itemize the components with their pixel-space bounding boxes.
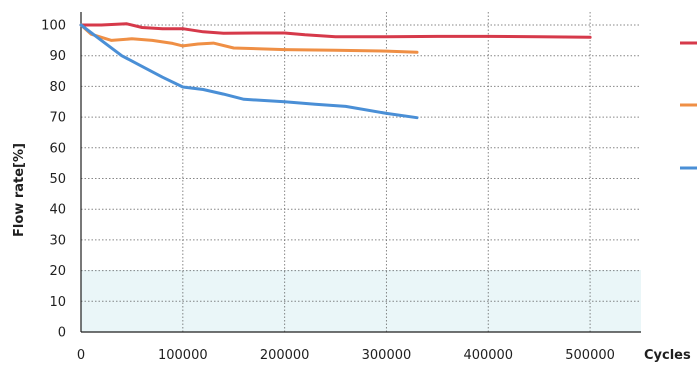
- x-tick-label: 100000: [158, 348, 208, 363]
- y-tick-label: 40: [49, 203, 66, 218]
- x-tick-label: 0: [77, 348, 85, 363]
- series-line-1: [79, 22, 592, 39]
- tick-labels: 0 10 20 30 40 50 60 70 80 90 100 0 100000 200000 30000…: [41, 19, 615, 364]
- y-tick-label: 50: [49, 172, 66, 187]
- series-line-2: [79, 23, 419, 54]
- y-axis-title: Flow rate[%]: [12, 143, 27, 237]
- y-tick-label: 30: [49, 233, 66, 248]
- y-tick-label: 20: [49, 264, 66, 279]
- series-line-3: [79, 23, 419, 120]
- grid-lines: [81, 12, 641, 332]
- y-tick-label: 10: [49, 295, 66, 310]
- y-tick-label: 70: [49, 111, 66, 126]
- series-lines: [79, 22, 592, 120]
- x-tick-label: 200000: [260, 348, 310, 363]
- y-tick-label: 0: [58, 326, 66, 341]
- x-axis-title: Cycles: [644, 348, 691, 363]
- y-tick-label: 80: [49, 80, 66, 95]
- legend: [680, 41, 697, 170]
- x-tick-label: 400000: [463, 348, 513, 363]
- y-tick-label: 60: [49, 141, 66, 156]
- x-tick-label: 300000: [362, 348, 412, 363]
- y-tick-label: 100: [41, 19, 66, 34]
- axes: [80, 12, 641, 333]
- x-tick-label: 500000: [565, 348, 615, 363]
- y-tick-label: 90: [49, 49, 66, 64]
